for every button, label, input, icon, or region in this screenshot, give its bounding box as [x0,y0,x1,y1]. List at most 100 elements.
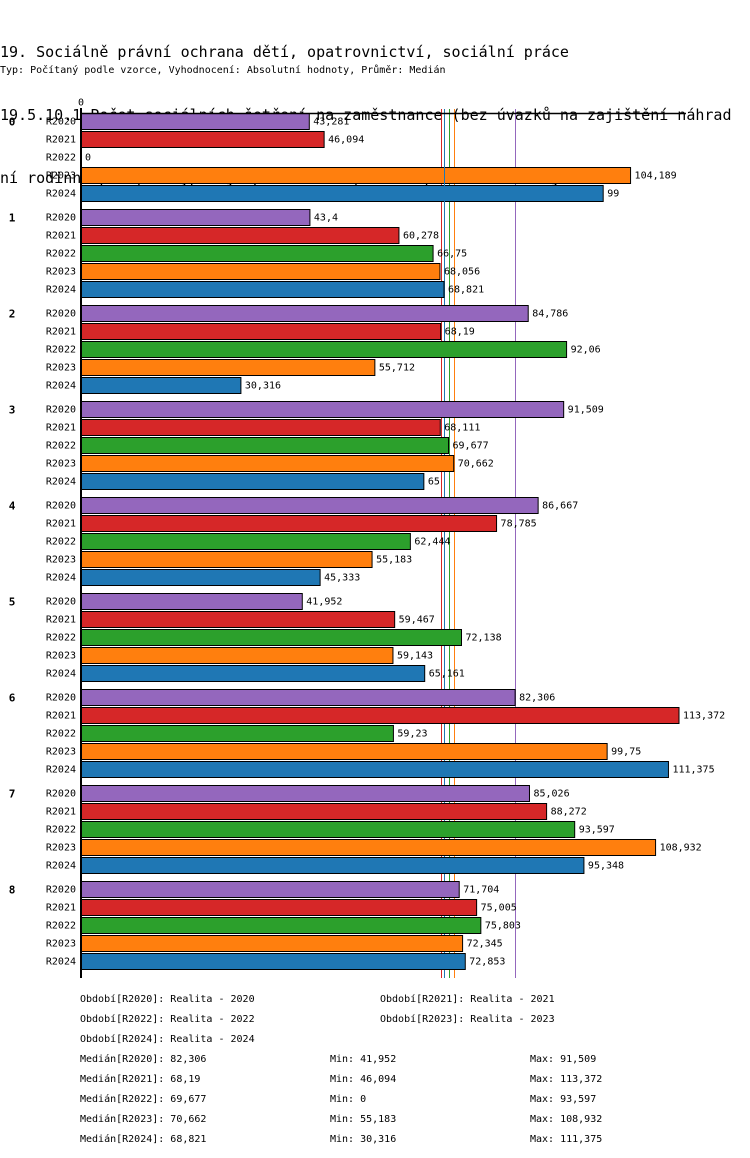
bar-r2020 [81,593,303,610]
bar-r2023 [81,167,632,184]
stat-min-r2020: Min: 41,952 [330,1054,397,1065]
value-label: 68,19 [445,327,475,338]
bar-r2023 [81,743,608,760]
row-label: R2023 [46,171,76,182]
legend-period-r2023: Období[R2023]: Realita - 2023 [380,1014,555,1025]
bar-r2023 [81,455,455,472]
bar-r2021 [81,515,498,532]
value-label: 72,345 [467,939,503,950]
bar-r2020 [81,689,516,706]
bar-r2021 [81,323,442,340]
stat-max-r2022: Max: 93,597 [530,1094,597,1105]
row-label: R2023 [46,843,76,854]
value-label: 86,667 [542,501,578,512]
bar-r2022 [81,917,482,934]
bar-r2023 [81,935,464,952]
row-label: R2020 [46,789,76,800]
value-label: 95,348 [588,861,624,872]
row-label: R2022 [46,729,76,740]
value-label: 113,372 [683,711,725,722]
row-label: R2020 [46,885,76,896]
value-label: 88,272 [551,807,587,818]
value-label: 91,509 [568,405,604,416]
bar-r2024 [81,665,426,682]
bar-r2021 [81,131,325,148]
row-label: R2023 [46,555,76,566]
row-label: R2021 [46,135,76,146]
row-label: R2020 [46,501,76,512]
bar-r2024 [81,377,242,394]
value-label: 111,375 [672,765,714,776]
bar-r2020 [81,305,529,322]
value-label: 99,75 [611,747,641,758]
row-label: R2021 [46,807,76,818]
bar-r2021 [81,419,441,436]
x-tick-label: 0 [78,98,84,109]
row-label: R2023 [46,939,76,950]
row-label: R2020 [46,117,76,128]
title-line-2: 19.5.10.1 Počet sociálních šetření na za… [0,106,732,124]
value-label: 75,803 [485,921,521,932]
bar-r2022 [81,725,394,742]
value-label: 46,094 [328,135,364,146]
group-label: 7 [9,788,16,801]
legend-period-r2020: Období[R2020]: Realita - 2020 [80,994,255,1005]
bar-r2024 [81,569,321,586]
group-label: 6 [9,692,16,705]
row-label: R2020 [46,597,76,608]
value-label: 68,056 [444,267,480,278]
bar-r2021 [81,803,548,820]
stat-max-r2023: Max: 108,932 [530,1114,603,1125]
value-label: 93,597 [579,825,615,836]
group-label: 4 [9,500,16,513]
row-label: R2020 [46,693,76,704]
row-label: R2022 [46,153,76,164]
bar-r2023 [81,551,373,568]
value-label: 30,316 [245,381,281,392]
value-label: 41,952 [306,597,342,608]
row-label: R2020 [46,405,76,416]
row-label: R2023 [46,747,76,758]
group-label: 2 [9,308,16,321]
value-label: 59,143 [397,651,433,662]
bar-r2022 [81,629,463,646]
legend-period-r2024: Období[R2024]: Realita - 2024 [80,1034,255,1045]
row-label: R2020 [46,309,76,320]
row-label: R2022 [46,537,76,548]
group-label: 8 [9,884,16,897]
row-label: R2022 [46,633,76,644]
value-label: 62,444 [414,537,450,548]
bar-r2024 [81,473,425,490]
row-label: R2022 [46,825,76,836]
bar-r2020 [81,113,310,130]
value-label: 85,026 [533,789,569,800]
value-label: 59,23 [397,729,427,740]
value-label: 45,333 [324,573,360,584]
bar-r2020 [81,881,460,898]
stat-min-r2023: Min: 55,183 [330,1114,397,1125]
stat-median-r2021: Medián[R2021]: 68,19 [80,1074,201,1085]
value-label: 68,111 [444,423,480,434]
row-label: R2023 [46,363,76,374]
value-label: 55,712 [379,363,415,374]
stat-min-r2024: Min: 30,316 [330,1134,397,1145]
bar-r2020 [81,785,530,802]
row-label: R2021 [46,615,76,626]
row-label: R2024 [46,765,76,776]
stat-max-r2021: Max: 113,372 [530,1074,603,1085]
value-label: 43,281 [313,117,349,128]
value-label: 78,785 [501,519,537,530]
bar-r2022 [81,341,568,358]
value-label: 65 [428,477,440,488]
row-label: R2024 [46,669,76,680]
bar-r2024 [81,185,604,202]
value-label: 71,704 [463,885,499,896]
group-label: 5 [9,596,16,609]
bar-r2022 [81,437,450,454]
row-label: R2024 [46,189,76,200]
axes [80,108,686,978]
row-label: R2024 [46,285,76,296]
value-label: 68,821 [448,285,484,296]
value-label: 92,06 [571,345,601,356]
row-label: R2024 [46,957,76,968]
